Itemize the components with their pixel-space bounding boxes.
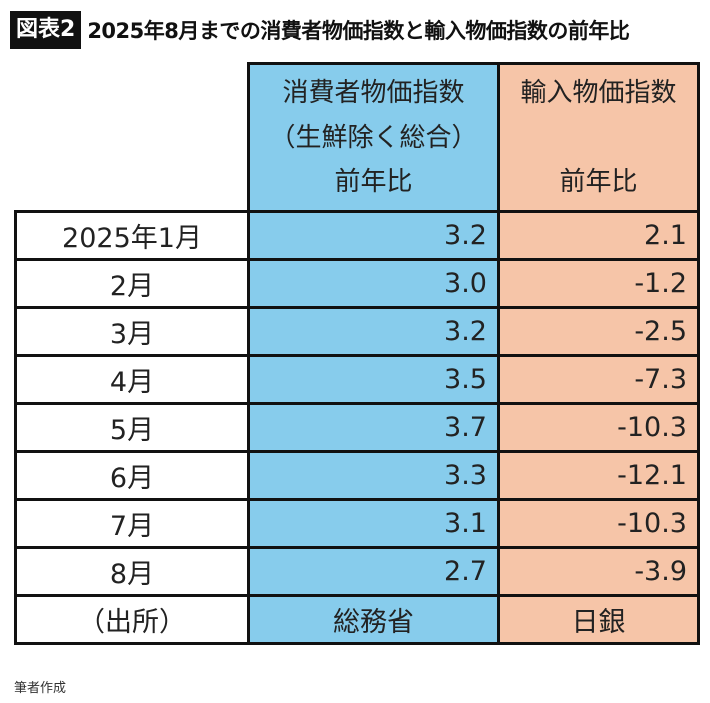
month-cell: 4月 — [14, 354, 250, 405]
figure-title: 図表2 2025年8月までの消費者物価指数と輸入物価指数の前年比 — [10, 11, 630, 49]
cpi-value-cell: 3.7 — [247, 402, 500, 453]
header-cpi-line1: 消費者物価指数 — [282, 78, 465, 108]
month-cell: 2月 — [14, 258, 250, 309]
table-row: 3月 3.2 -2.5 — [14, 306, 700, 357]
table-row: 2月 3.0 -1.2 — [14, 258, 700, 309]
cpi-value-cell: 3.0 — [247, 258, 500, 309]
import-value-cell: -10.3 — [497, 498, 700, 549]
table-row: 5月 3.7 -10.3 — [14, 402, 700, 453]
table-row: 2025年1月 3.2 2.1 — [14, 210, 700, 261]
month-cell: 7月 — [14, 498, 250, 549]
source-row: （出所） 総務省 日銀 — [14, 594, 700, 645]
cpi-value-cell: 2.7 — [247, 546, 500, 597]
header-cpi-line2: （生鮮除く総合） — [269, 122, 478, 153]
import-value-cell: -3.9 — [497, 546, 700, 597]
month-cell: 3月 — [14, 306, 250, 357]
source-cpi-cell: 総務省 — [247, 594, 500, 645]
import-value-cell: -12.1 — [497, 450, 700, 501]
source-import-cell: 日銀 — [497, 594, 700, 645]
table-row: 7月 3.1 -10.3 — [14, 498, 700, 549]
table-row: 6月 3.3 -12.1 — [14, 450, 700, 501]
import-value-cell: 2.1 — [497, 210, 700, 261]
import-value-cell: -10.3 — [497, 402, 700, 453]
header-import-line1: 輸入物価指数 — [520, 78, 677, 108]
header-cpi: 消費者物価指数 （生鮮除く総合） 前年比 — [247, 62, 500, 210]
cpi-value-cell: 3.2 — [247, 210, 500, 261]
cpi-value-cell: 3.5 — [247, 354, 500, 405]
data-table: 2025年1月 3.2 2.1 2月 3.0 -1.2 3月 3.2 -2.5 … — [14, 210, 700, 645]
month-cell: 6月 — [14, 450, 250, 501]
month-cell: 5月 — [14, 402, 250, 453]
import-value-cell: -2.5 — [497, 306, 700, 357]
cpi-value-cell: 3.3 — [247, 450, 500, 501]
figure-title-text: 2025年8月までの消費者物価指数と輸入物価指数の前年比 — [87, 19, 630, 43]
import-value-cell: -1.2 — [497, 258, 700, 309]
month-cell: 2025年1月 — [14, 210, 250, 261]
table-row: 4月 3.5 -7.3 — [14, 354, 700, 405]
figure-badge: 図表2 — [10, 11, 82, 49]
header-import: 輸入物価指数 前年比 — [497, 62, 700, 210]
footnote: 筆者作成 — [14, 681, 67, 696]
header-import-line3: 前年比 — [559, 167, 638, 197]
cpi-value-cell: 3.2 — [247, 306, 500, 357]
table-row: 8月 2.7 -3.9 — [14, 546, 700, 597]
header-cpi-line3: 前年比 — [334, 167, 413, 197]
month-cell: 8月 — [14, 546, 250, 597]
cpi-value-cell: 3.1 — [247, 498, 500, 549]
import-value-cell: -7.3 — [497, 354, 700, 405]
source-label-cell: （出所） — [14, 594, 250, 645]
